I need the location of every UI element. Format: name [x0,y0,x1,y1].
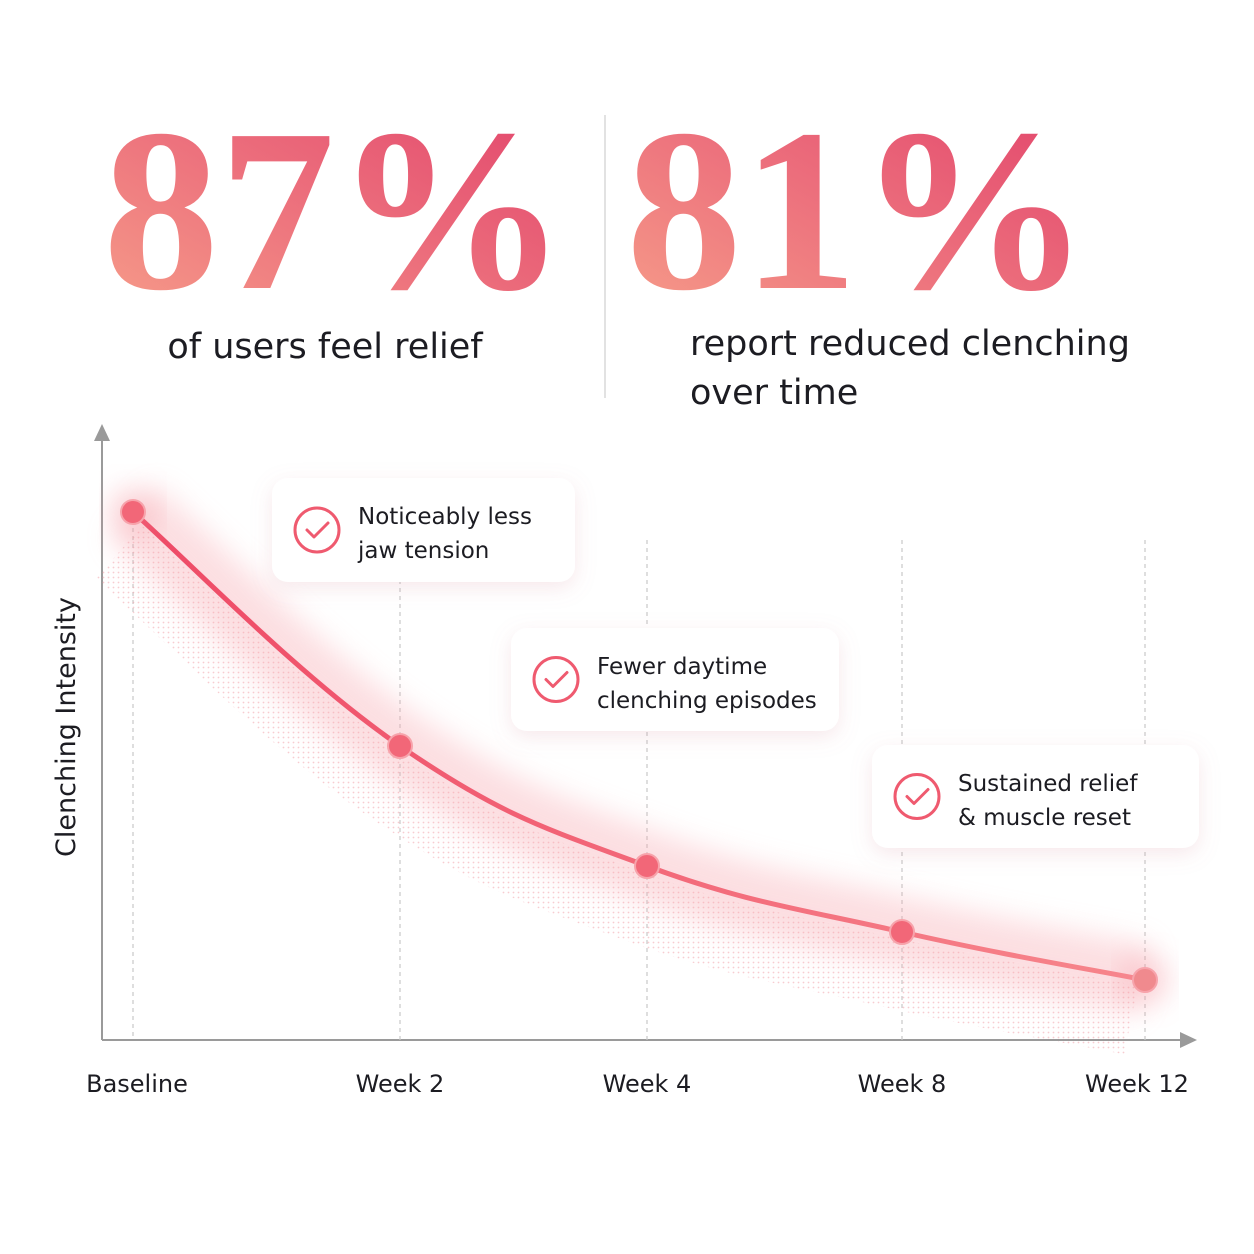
callout: Fewer daytime clenching episodes [511,628,839,731]
check-circle [532,656,580,703]
data-point [120,499,146,525]
stat: 81%report reduced clenching over time [626,82,1130,413]
callout-text: Noticeably less [358,504,532,530]
y-axis-title: Clenching Intensity [51,597,82,857]
stat-value: 81% [626,82,1090,339]
data-point [387,733,413,759]
check-mark [305,521,330,539]
y-axis-arrow [94,424,110,441]
stat: 87%of users feel relief [103,82,567,367]
check-mark [905,788,930,805]
callout-text: clenching episodes [597,688,817,714]
callout-text: Sustained relief [958,771,1138,797]
stat-label: of users feel relief [167,327,483,367]
callout-text: jaw tension [357,538,489,564]
x-tick-label: Baseline [86,1070,188,1098]
x-tick-label: Week 12 [1085,1070,1189,1098]
callout-box [872,745,1199,848]
x-tick-label: Week 8 [858,1070,947,1098]
callout-text: Fewer daytime [597,654,767,680]
check-circle [893,773,941,820]
x-tick-label: Week 4 [603,1070,692,1098]
callout: Noticeably less jaw tension [272,478,575,582]
callout-box [272,478,575,582]
shadow-band [95,525,1138,1055]
stat-label: over time [690,373,858,413]
x-axis-arrow [1180,1032,1197,1048]
x-tick-label: Week 2 [356,1070,445,1098]
data-point [889,919,915,945]
check-circle [293,506,341,554]
stat-label: report reduced clenching [690,324,1130,364]
data-point [634,853,660,879]
callout: Sustained relief & muscle reset [872,745,1199,848]
check-mark [544,671,569,688]
chart: Clenching Intensity Baseline Week 2 Week 4 W… [51,424,1199,1098]
stat-value: 87% [103,82,567,339]
callout-text: & muscle reset [958,805,1131,831]
callout-box [511,628,839,731]
data-point [1132,967,1158,993]
